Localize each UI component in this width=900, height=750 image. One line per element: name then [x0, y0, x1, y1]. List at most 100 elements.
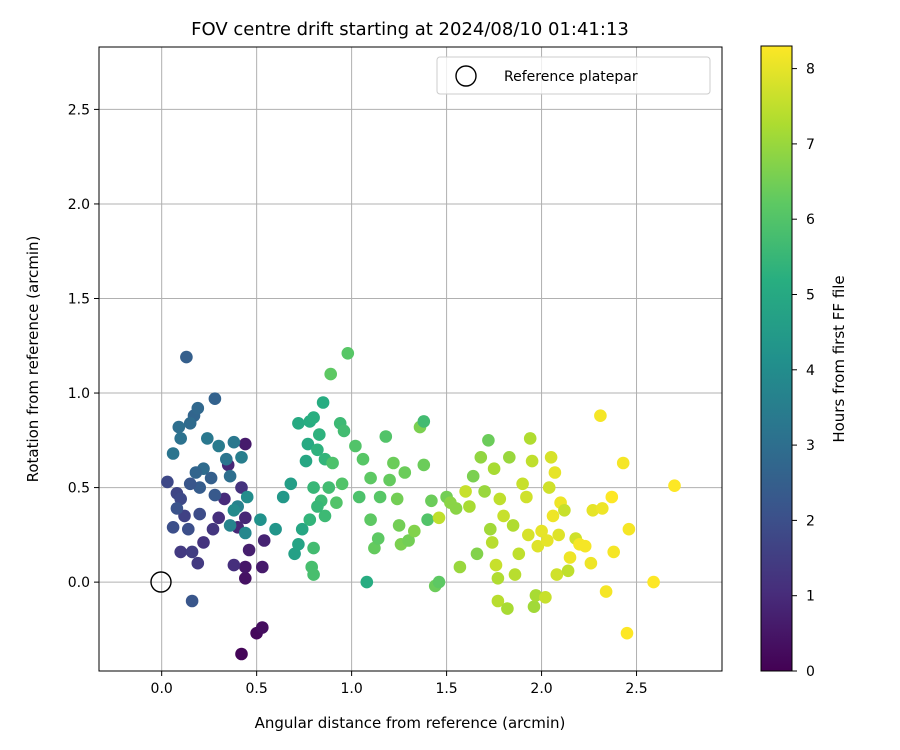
colorbar-tick-label: 6: [806, 212, 815, 228]
scatter-point: [616, 456, 630, 470]
scatter-point: [539, 591, 552, 604]
scatter-point: [484, 522, 497, 536]
scatter-point: [453, 560, 467, 574]
scatter-point: [459, 485, 472, 498]
scatter-point: [523, 432, 537, 445]
scatter-point: [191, 401, 205, 415]
colorbar-tick-label: 3: [806, 438, 815, 454]
scatter-point: [316, 396, 330, 409]
legend-box: [436, 56, 711, 95]
x-tick-label: 2.5: [625, 681, 647, 697]
scatter-point: [544, 451, 558, 464]
scatter-point: [584, 556, 598, 570]
scatter-point: [491, 594, 505, 608]
colorbar-ticks: 0 1 2 3 4 5 6 7 8: [792, 62, 815, 680]
scatter-point: [182, 522, 195, 536]
scatter-point: [390, 492, 404, 506]
scatter-point: [417, 458, 431, 472]
scatter-point: [204, 471, 218, 485]
scatter-point: [322, 481, 336, 494]
scatter-point: [235, 481, 248, 494]
scatter-point: [311, 500, 324, 513]
scatter-point: [487, 462, 501, 476]
scatter-point: [586, 504, 600, 517]
scatter-point: [550, 568, 564, 581]
scatter-point: [478, 485, 491, 498]
scatter-point: [185, 545, 199, 559]
scatter-point: [191, 556, 205, 570]
x-tick-label: 1.0: [340, 681, 362, 697]
scatter-point: [307, 411, 320, 424]
colorbar-tick-label: 4: [806, 363, 815, 379]
scatter-point: [364, 513, 377, 526]
scatter-point: [166, 447, 180, 460]
scatter-point: [235, 647, 248, 661]
scatter-point: [379, 430, 393, 443]
colorbar: 0 1 2 3 4 5 6 7 8 Hours from first FF file: [760, 45, 848, 680]
scatter-point: [520, 490, 533, 504]
scatter-point: [223, 469, 237, 483]
scatter-point: [349, 439, 362, 453]
colorbar-tick-label: 8: [806, 62, 815, 78]
scatter-point: [402, 534, 415, 547]
scatter-point: [223, 519, 237, 532]
scatter-point: [542, 481, 556, 494]
scatter-point: [193, 507, 206, 521]
scatter-point: [201, 432, 214, 445]
scatter-point: [197, 536, 210, 549]
scatter-point: [506, 519, 520, 532]
y-tick-label: 1.0: [68, 386, 90, 402]
scatter-point: [474, 451, 488, 464]
scatter-point: [166, 521, 180, 534]
scatter-point: [622, 522, 636, 536]
scatter-point: [482, 434, 495, 447]
reference-platepar-marker: [150, 571, 172, 593]
scatter-point: [242, 543, 256, 557]
scatter-point: [491, 572, 505, 585]
scatter-point: [364, 471, 377, 485]
scatter-point: [161, 475, 174, 489]
scatter-point: [546, 509, 560, 523]
scatter-point: [292, 417, 305, 430]
scatter-point: [599, 585, 613, 598]
colorbar-tick-label: 5: [806, 287, 815, 303]
scatter-point: [227, 435, 241, 449]
scatter-point: [596, 502, 609, 515]
x-tick-label: 0.5: [246, 681, 268, 697]
scatter-point: [212, 511, 225, 525]
x-tick-label: 1.5: [435, 681, 457, 697]
scatter-point: [558, 504, 571, 517]
x-axis-ticks: 0.0 0.5 1.0 1.5 2.0 2.5: [151, 671, 648, 697]
scatter-point: [668, 479, 681, 493]
scatter-point: [218, 492, 231, 506]
scatter-point: [183, 417, 197, 430]
scatter-point: [254, 513, 267, 526]
scatter-point: [307, 541, 320, 555]
scatter-point: [337, 424, 351, 438]
scatter-point: [466, 469, 480, 483]
colorbar-tick-label: 7: [806, 137, 815, 153]
scatter-point: [421, 513, 434, 526]
scatter-point: [220, 452, 233, 466]
scatter-point: [239, 511, 252, 525]
scatter-point: [578, 539, 592, 553]
scatter-point: [239, 572, 252, 585]
scatter-point: [295, 522, 309, 536]
scatter-point: [239, 560, 252, 574]
scatter-point: [193, 481, 206, 494]
scatter-point: [620, 626, 634, 640]
scatter-point: [208, 392, 222, 406]
scatter-point: [212, 439, 225, 453]
scatter-point: [383, 473, 396, 487]
scatter-point: [288, 547, 301, 561]
scatter-point: [206, 522, 220, 536]
scatter-point: [227, 504, 241, 517]
scatter-point: [303, 513, 317, 526]
legend-label: Reference platepar: [504, 69, 638, 85]
scatter-point: [525, 454, 539, 468]
scatter-point: [647, 575, 660, 589]
y-tick-label: 2.5: [68, 102, 90, 118]
scatter-point: [594, 409, 607, 423]
colorbar-tick-label: 0: [806, 664, 815, 680]
